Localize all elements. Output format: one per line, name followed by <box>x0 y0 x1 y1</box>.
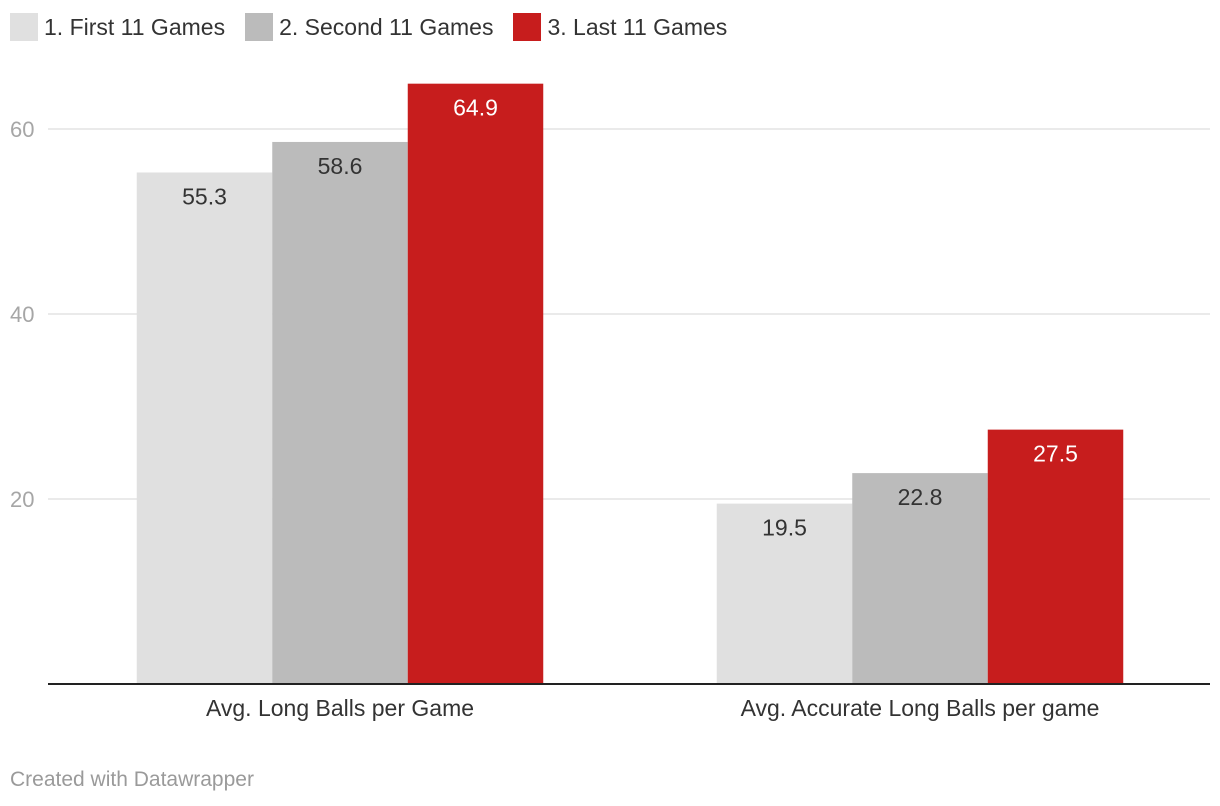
legend-item: 2. Second 11 Games <box>245 13 493 41</box>
data-label: 64.9 <box>453 95 498 121</box>
x-tick-label: Avg. Accurate Long Balls per game <box>741 695 1100 721</box>
bar <box>987 429 1124 684</box>
bar <box>272 141 408 684</box>
legend-swatch <box>245 13 274 41</box>
chart-legend: 1. First 11 Games 2. Second 11 Games 3. La… <box>10 12 747 42</box>
legend-item: 1. First 11 Games <box>10 13 225 41</box>
data-label: 27.5 <box>1033 441 1078 467</box>
legend-label: 3. Last 11 Games <box>547 13 728 40</box>
bar <box>136 172 273 684</box>
x-tick-label: Avg. Long Balls per Game <box>206 695 474 721</box>
y-tick-label: 40 <box>10 302 34 327</box>
y-tick-label: 60 <box>10 117 34 142</box>
legend-swatch <box>10 13 38 41</box>
legend-label: 1. First 11 Games <box>44 13 226 40</box>
y-tick-label: 20 <box>10 487 34 512</box>
legend-label: 2. Second 11 Games <box>279 13 494 40</box>
bar <box>716 503 853 684</box>
legend-item: 3. Last 11 Games <box>513 13 727 41</box>
bar <box>407 83 544 685</box>
data-label: 19.5 <box>762 515 807 541</box>
data-label: 58.6 <box>318 153 363 179</box>
legend-swatch <box>513 13 542 41</box>
footer-credit: Created with Datawrapper <box>10 768 254 791</box>
data-label: 55.3 <box>182 183 227 209</box>
data-label: 22.8 <box>898 484 943 510</box>
bar <box>852 473 988 684</box>
